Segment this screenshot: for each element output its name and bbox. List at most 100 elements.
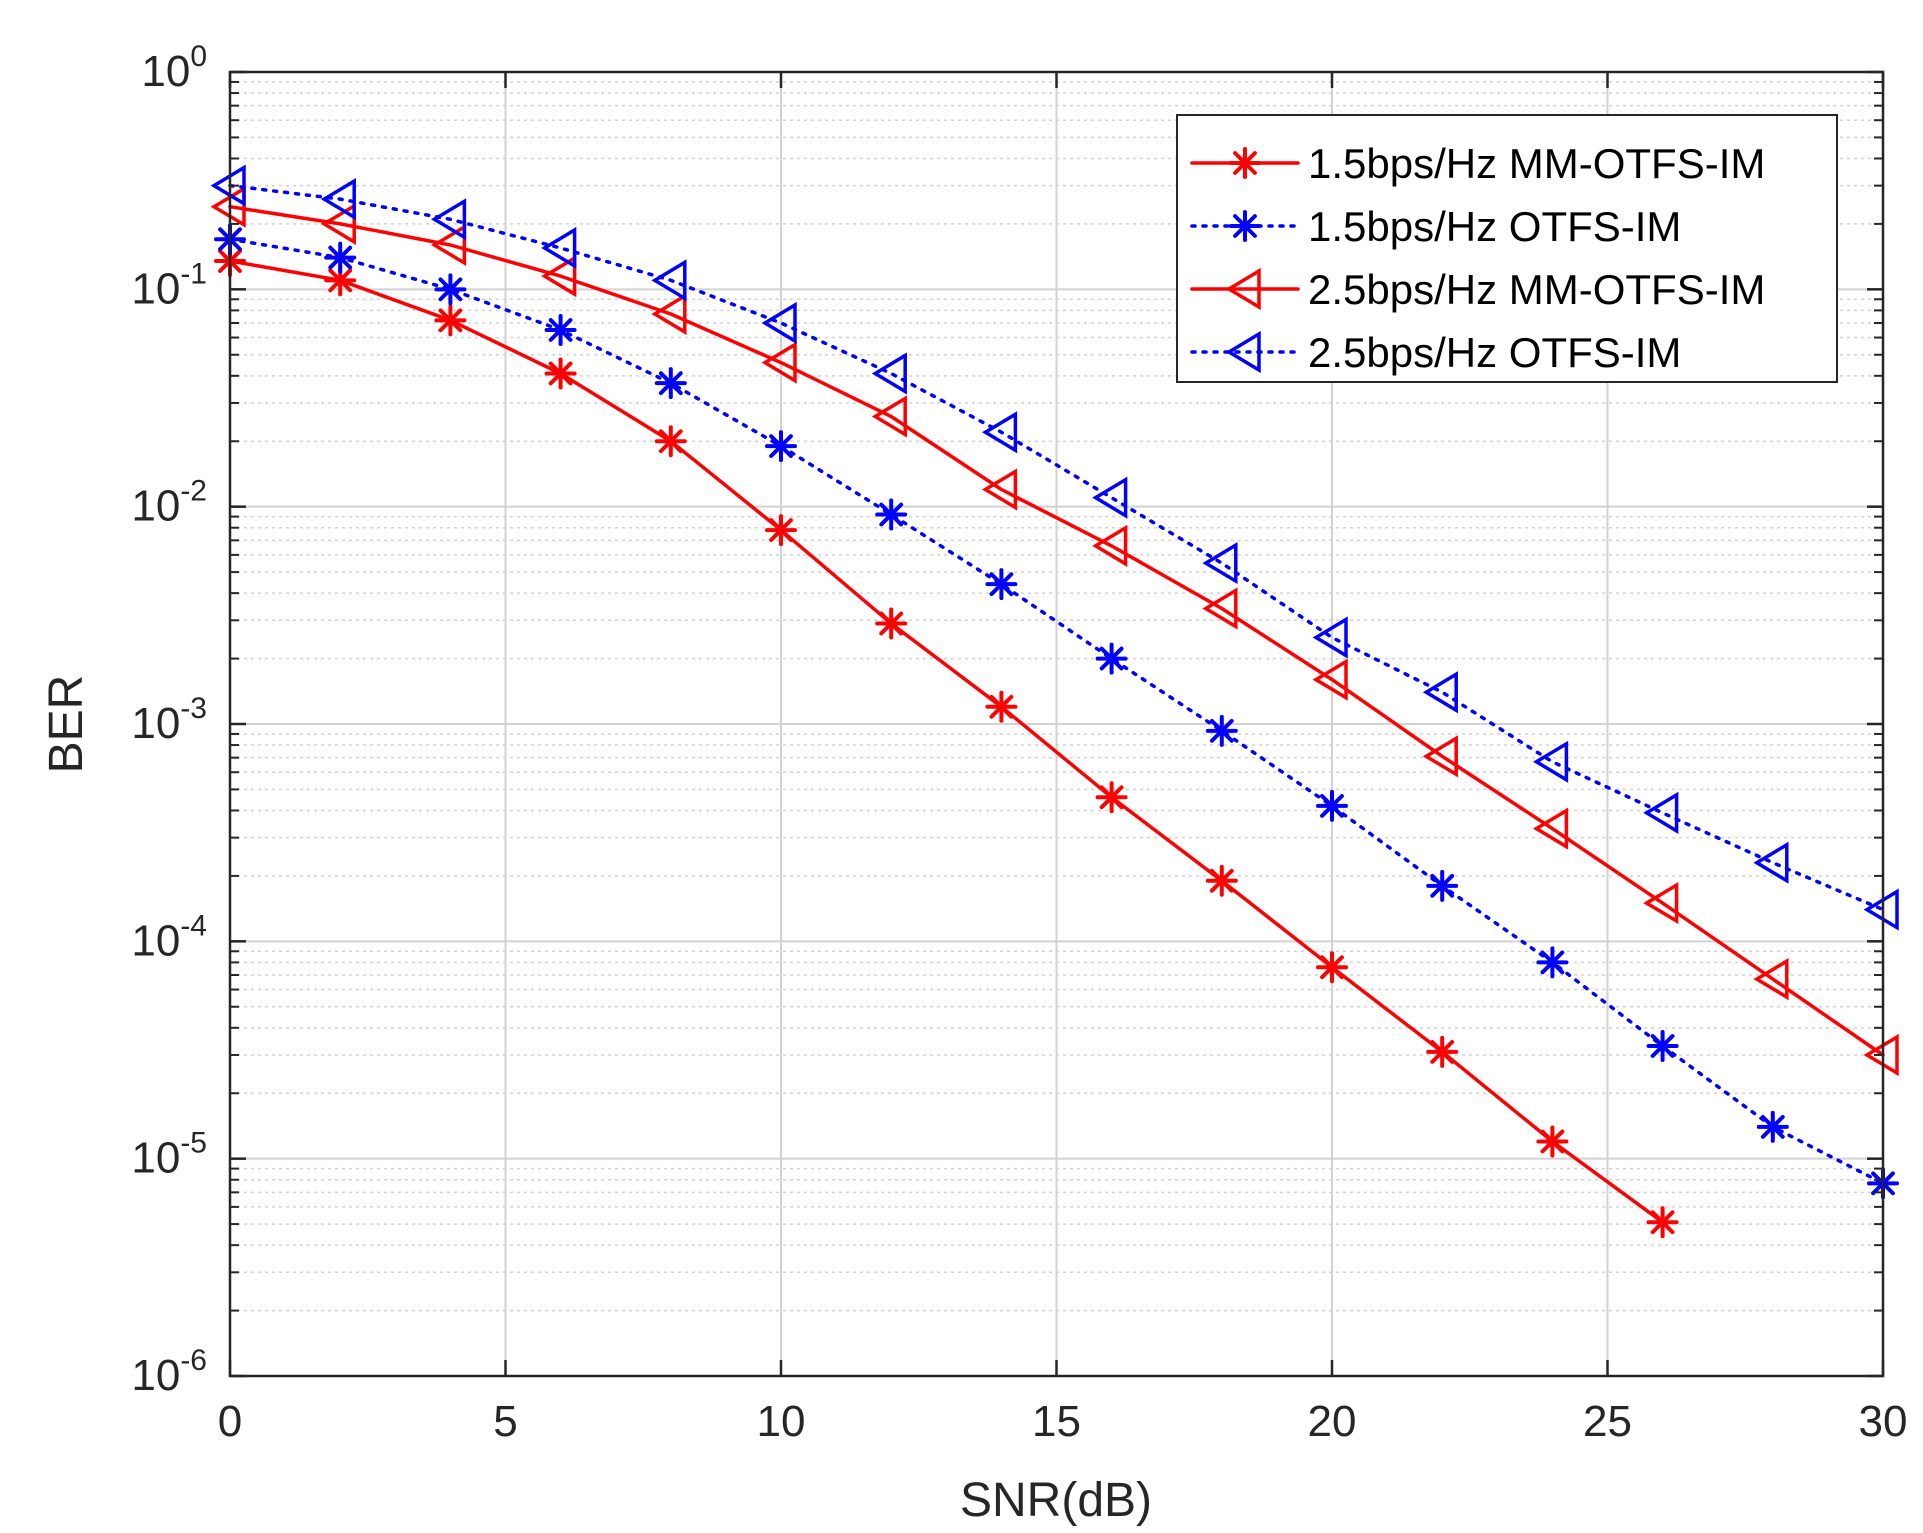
data-point: [1092, 524, 1128, 567]
data-point: [651, 292, 687, 336]
data-point: [1095, 642, 1128, 675]
data-point: [320, 202, 356, 246]
x-tick-label: 25: [1583, 1397, 1632, 1446]
data-point: [1753, 841, 1789, 884]
legend-box: [1176, 114, 1838, 383]
data-point: [1532, 807, 1569, 850]
x-tick-label: 30: [1859, 1397, 1908, 1446]
data-point: [654, 367, 687, 400]
asterisk-stroke: [658, 371, 683, 396]
asterisk-stroke: [328, 268, 353, 293]
y-axis-title: BER: [40, 675, 93, 774]
asterisk-stroke: [1233, 214, 1257, 238]
data-point: [1646, 1206, 1679, 1239]
series-line: [228, 259, 1665, 1224]
data-point: [1753, 958, 1789, 1001]
y-tick-labels: 100 10-1 10-2 10-3 10-4 10-5 10-6: [131, 40, 207, 1400]
data-point: [1422, 735, 1458, 778]
data-point: [1202, 587, 1238, 630]
series-3: [210, 185, 1899, 1077]
x-tick-label: 0: [218, 1397, 242, 1446]
asterisk-stroke: [548, 361, 573, 386]
series-2: [214, 223, 1899, 1200]
legend-entry: 1.5bps/Hz MM-OTFS-IM: [1190, 140, 1765, 187]
x-axis-title: SNR(dB): [960, 1474, 1152, 1527]
data-point: [875, 498, 908, 531]
data-point: [1536, 946, 1569, 979]
legend-marker: [1229, 210, 1261, 242]
y-tick-label: 10-2: [131, 475, 207, 531]
series-line: [228, 183, 1885, 912]
asterisk-stroke: [769, 434, 793, 458]
asterisk-stroke: [769, 518, 793, 543]
data-point: [875, 607, 908, 640]
asterisk-stroke: [879, 611, 904, 636]
x-tick-label: 5: [493, 1397, 517, 1446]
data-point: [1312, 658, 1348, 701]
data-point: [430, 198, 467, 241]
data-point: [985, 690, 1018, 723]
legend-label: 1.5bps/Hz MM-OTFS-IM: [1308, 140, 1765, 187]
asterisk-stroke: [1650, 1034, 1675, 1058]
data-point: [434, 304, 467, 337]
axis-ticks: [228, 70, 1885, 1378]
asterisk-stroke: [1430, 873, 1455, 898]
asterisk-stroke: [328, 245, 353, 270]
asterisk-stroke: [1540, 950, 1565, 975]
data-point: [430, 223, 467, 267]
data-point: [1646, 1029, 1679, 1062]
data-point: [324, 241, 357, 274]
asterisk-stroke: [1099, 646, 1124, 671]
asterisk-stroke: [1320, 793, 1344, 818]
legend-entry: 1.5bps/Hz OTFS-IM: [1190, 203, 1681, 250]
data-point: [981, 468, 1018, 511]
y-tick-label: 100: [141, 40, 207, 96]
data-point: [541, 255, 577, 298]
asterisk-stroke: [438, 308, 463, 333]
x-tick-labels: 0 5 10 15 20 25 30: [218, 1397, 1908, 1446]
data-point: [871, 395, 907, 438]
legend-entry: 2.5bps/Hz MM-OTFS-IM: [1190, 266, 1765, 313]
asterisk-stroke: [1650, 1210, 1675, 1235]
data-point: [1422, 671, 1458, 714]
data-point: [1643, 791, 1679, 834]
data-point: [1426, 1035, 1459, 1068]
x-tick-label: 20: [1308, 1397, 1357, 1446]
data-point: [765, 514, 797, 547]
asterisk-stroke: [438, 277, 463, 302]
data-point: [544, 357, 577, 390]
legend-entry: 2.5bps/Hz OTFS-IM: [1190, 329, 1681, 376]
data-point: [654, 425, 687, 458]
data-point: [1316, 789, 1348, 822]
data-point: [1312, 616, 1348, 659]
data-point: [761, 301, 797, 345]
data-point: [651, 259, 687, 302]
asterisk-stroke: [1233, 151, 1257, 175]
data-point: [541, 226, 577, 270]
asterisk-stroke: [1099, 785, 1124, 810]
legend-label: 2.5bps/Hz OTFS-IM: [1308, 329, 1681, 376]
asterisk-stroke: [989, 694, 1014, 719]
data-point: [981, 411, 1018, 454]
data-point: [985, 568, 1018, 601]
legend-label: 1.5bps/Hz OTFS-IM: [1308, 203, 1681, 250]
data-point: [1202, 542, 1238, 585]
data-point: [1095, 781, 1128, 814]
legend: 1.5bps/Hz MM-OTFS-IM 1.5bps/Hz OTFS-IM 2.5…: [1176, 114, 1838, 383]
data-point: [1092, 476, 1128, 519]
data-point: [765, 430, 797, 463]
asterisk-stroke: [1540, 1129, 1565, 1154]
x-tick-label: 10: [757, 1397, 806, 1446]
data-point: [1205, 714, 1238, 747]
data-series: [210, 164, 1899, 1239]
asterisk-stroke: [548, 318, 573, 342]
series-line: [228, 204, 1885, 1057]
asterisk-stroke: [1430, 1039, 1455, 1064]
series-4: [210, 164, 1899, 931]
y-tick-label: 10-6: [131, 1344, 207, 1400]
data-point: [434, 273, 467, 306]
y-tick-label: 10-5: [131, 1127, 207, 1183]
data-point: [1316, 951, 1348, 984]
data-point: [1643, 881, 1679, 925]
